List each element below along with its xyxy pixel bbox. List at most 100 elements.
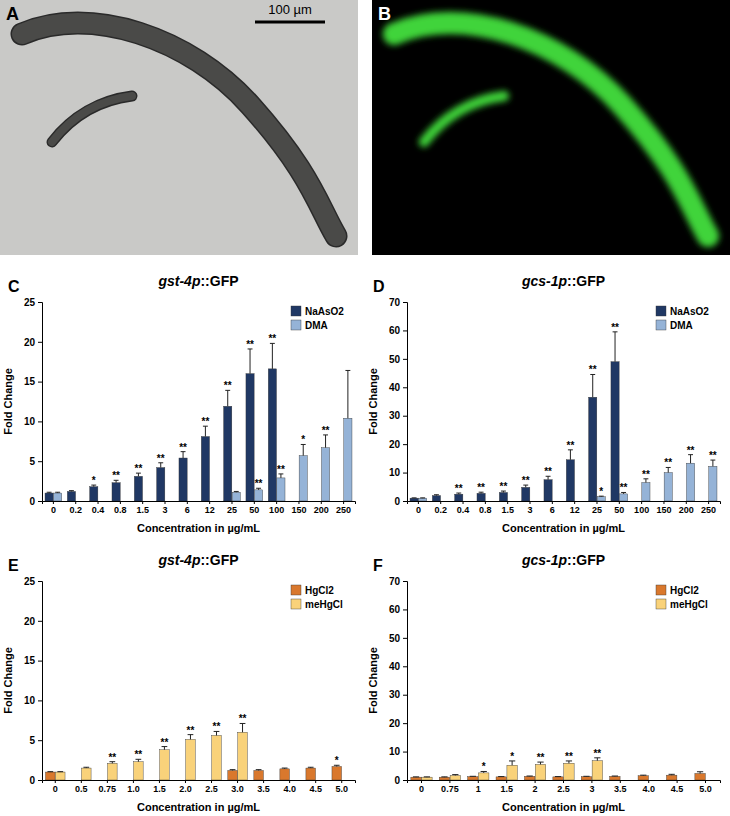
- worm-body: [394, 23, 708, 236]
- y-tick: 30: [389, 410, 407, 421]
- y-tick-label: 10: [389, 746, 401, 757]
- x-tick-mark: [276, 501, 277, 504]
- x-tick: 0: [51, 501, 56, 515]
- x-tick-mark: [55, 780, 56, 783]
- significance-label: **: [687, 445, 695, 456]
- y-tick-mark: [38, 780, 42, 781]
- significance-label: **: [277, 464, 285, 475]
- legend: NaAsO2DMA: [291, 306, 344, 331]
- x-tick: 2.0: [179, 780, 192, 794]
- x-axis: 00.20.40.81.536122550100150200250: [408, 501, 721, 515]
- x-axis: 00.20.40.81.536122550100150200250: [43, 501, 356, 515]
- bar: [597, 497, 605, 501]
- y-tick-label: 70: [389, 576, 401, 587]
- error-bar: [527, 776, 533, 777]
- x-tick-label: 0.2: [69, 505, 82, 515]
- y-tick: 5: [29, 456, 42, 467]
- series: [54, 370, 352, 501]
- significance-label: **: [135, 463, 143, 474]
- error-bar: [441, 776, 447, 777]
- x-tick-mark: [686, 501, 687, 504]
- x-tick: 150: [291, 501, 306, 515]
- series: [411, 772, 705, 780]
- chart-panel: Dgcs-1p::GFP01020304050607000.20.40.81.5…: [367, 273, 721, 534]
- bar: [455, 494, 463, 501]
- x-tick-mark: [75, 501, 76, 504]
- error-bar: [420, 497, 425, 498]
- y-tick-label: 30: [389, 410, 401, 421]
- y-axis-line: [38, 303, 43, 502]
- y-tick-label: 30: [389, 689, 401, 700]
- x-tick: 12: [205, 501, 215, 515]
- x-tick: 25: [592, 501, 602, 515]
- x-tick: 100: [269, 501, 284, 515]
- bar: [477, 493, 485, 501]
- x-axis: 00.50.751.01.52.02.53.03.54.04.55.0: [43, 780, 356, 794]
- y-tick-label: 40: [389, 661, 401, 672]
- x-tick-label: 4.5: [309, 784, 322, 794]
- y-tick-mark: [403, 780, 407, 781]
- legend: HgCl2meHgCl: [656, 585, 708, 610]
- chart-title: gcs-1p::GFP: [521, 273, 605, 289]
- bar: [306, 768, 316, 780]
- x-tick-mark: [421, 780, 422, 783]
- error-bar: [69, 490, 74, 492]
- bar: [666, 775, 676, 780]
- x-tick-label: 1: [476, 784, 481, 794]
- y-tick-label: 60: [389, 325, 401, 336]
- x-tick: 5.0: [335, 780, 348, 794]
- y-tick: 0: [29, 496, 42, 507]
- image-background: [372, 0, 730, 255]
- y-tick: 50: [389, 633, 407, 644]
- x-tick-mark: [563, 780, 564, 783]
- x-tick-label: 0.4: [92, 505, 105, 515]
- worm-outline: [52, 96, 132, 142]
- bar: [280, 769, 290, 780]
- bar: [410, 498, 418, 501]
- x-tick-mark: [648, 780, 649, 783]
- error-bar: [248, 349, 253, 374]
- significance-label: **: [611, 322, 619, 333]
- bar: [179, 458, 187, 501]
- x-tick-mark: [535, 780, 536, 783]
- y-tick-label: 15: [24, 376, 36, 387]
- legend-label: NaAsO2: [305, 306, 344, 317]
- x-tick: 4.0: [642, 780, 655, 794]
- significance-label: **: [246, 339, 254, 350]
- y-tick-mark: [403, 638, 407, 639]
- y-tick-label: 0: [394, 775, 400, 786]
- bar: [157, 468, 165, 501]
- significance-label: **: [201, 416, 209, 427]
- error-bar: [240, 723, 246, 732]
- y-tick: 20: [24, 616, 42, 627]
- y-tick-mark: [403, 695, 407, 696]
- x-tick-label: 3.5: [614, 784, 627, 794]
- significance-label: **: [224, 380, 232, 391]
- worm-outline: [424, 96, 504, 142]
- error-bar: [613, 332, 618, 362]
- y-tick: 10: [24, 416, 42, 427]
- significance-labels: ********: [482, 748, 602, 773]
- y-tick: 15: [24, 376, 42, 387]
- bar: [228, 770, 238, 780]
- legend-item: NaAsO2: [291, 306, 344, 317]
- y-tick-label: 10: [24, 695, 36, 706]
- significance-label: **: [179, 442, 187, 453]
- legend-swatch: [656, 599, 666, 609]
- y-axis-title: Fold Change: [2, 647, 14, 714]
- legend-item: HgCl2: [291, 585, 334, 596]
- error-bar: [640, 775, 646, 777]
- y-tick-mark: [403, 501, 407, 502]
- x-tick-mark: [107, 780, 108, 783]
- y-tick-mark: [38, 700, 42, 701]
- x-tick-mark: [133, 780, 134, 783]
- panel-letter: C: [8, 278, 20, 295]
- x-tick-mark: [263, 780, 264, 783]
- x-tick: 4.5: [671, 780, 684, 794]
- panel-letter: F: [373, 557, 383, 574]
- x-tick-mark: [120, 501, 121, 504]
- bar: [246, 374, 254, 501]
- bar: [695, 773, 705, 780]
- y-tick: 40: [389, 661, 407, 672]
- x-tick-label: 0: [419, 784, 424, 794]
